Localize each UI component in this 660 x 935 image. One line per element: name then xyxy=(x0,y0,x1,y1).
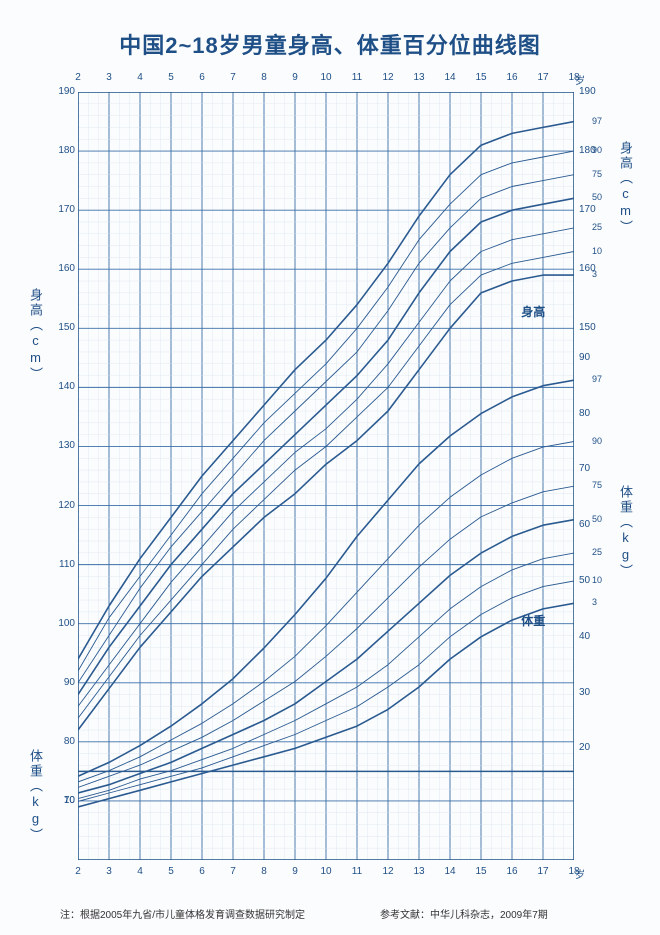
grid xyxy=(78,92,574,860)
cm-tick-left: 100 xyxy=(45,618,75,629)
height-label-p90: 90 xyxy=(592,145,602,155)
cm-tick-left: 110 xyxy=(45,559,75,570)
x-tick-bottom: 14 xyxy=(435,866,465,877)
height-label-p50: 50 xyxy=(592,192,602,202)
height-label-p10: 10 xyxy=(592,246,602,256)
x-tick-top: 14 xyxy=(435,72,465,83)
x-tick-bottom: 17 xyxy=(528,866,558,877)
weight-label-p3: 3 xyxy=(592,597,597,607)
x-tick-bottom: 15 xyxy=(466,866,496,877)
weight-label-p97: 97 xyxy=(592,374,602,384)
x-unit-bottom: 岁 xyxy=(575,866,605,881)
axis-label-height-left: 身高（cm） xyxy=(26,288,45,382)
footnote-source: 注：根据2005年九省/市儿童体格发育调查数据研究制定 xyxy=(60,906,305,921)
cm-tick-left: 190 xyxy=(45,86,75,97)
x-tick-top: 5 xyxy=(156,72,186,83)
x-tick-bottom: 16 xyxy=(497,866,527,877)
height-label-p97: 97 xyxy=(592,116,602,126)
chart-title: 中国2~18岁男童身高、体重百分位曲线图 xyxy=(0,28,660,60)
cm-tick-right: 190 xyxy=(579,86,609,97)
cm-tick-left: 130 xyxy=(45,440,75,451)
x-tick-bottom: 13 xyxy=(404,866,434,877)
x-unit-top: 岁 xyxy=(575,72,605,87)
x-tick-top: 2 xyxy=(63,72,93,83)
growth-chart xyxy=(78,92,574,860)
x-tick-top: 7 xyxy=(218,72,248,83)
kg-tick-right: 40 xyxy=(579,631,609,642)
cm-tick-left: 80 xyxy=(45,736,75,747)
x-tick-bottom: 6 xyxy=(187,866,217,877)
weight-label-p90: 90 xyxy=(592,436,602,446)
x-tick-top: 10 xyxy=(311,72,341,83)
x-tick-top: 6 xyxy=(187,72,217,83)
x-tick-bottom: 12 xyxy=(373,866,403,877)
axis-label-height-right: 身高（cm） xyxy=(616,141,635,235)
x-tick-top: 4 xyxy=(125,72,155,83)
x-tick-top: 11 xyxy=(342,72,372,83)
x-tick-bottom: 11 xyxy=(342,866,372,877)
kg-tick-right: 20 xyxy=(579,742,609,753)
height-label-p3: 3 xyxy=(592,269,597,279)
x-tick-top: 8 xyxy=(249,72,279,83)
x-tick-bottom: 8 xyxy=(249,866,279,877)
x-tick-top: 15 xyxy=(466,72,496,83)
label-height-group: 身高 xyxy=(521,303,545,320)
cm-tick-left: 160 xyxy=(45,263,75,274)
x-tick-bottom: 2 xyxy=(63,866,93,877)
x-tick-bottom: 10 xyxy=(311,866,341,877)
height-label-p25: 25 xyxy=(592,222,602,232)
height-label-p75: 75 xyxy=(592,169,602,179)
kg-tick-right: 70 xyxy=(579,463,609,474)
x-tick-bottom: 3 xyxy=(94,866,124,877)
x-tick-top: 12 xyxy=(373,72,403,83)
page: 中国2~18岁男童身高、体重百分位曲线图 注：根据2005年九省/市儿童体格发育… xyxy=(0,0,660,935)
cm-tick-left: 90 xyxy=(45,677,75,688)
cm-tick-left: 170 xyxy=(45,204,75,215)
cm-tick-left: 120 xyxy=(45,500,75,511)
label-weight-group: 体重 xyxy=(521,612,545,629)
kg-tick-left: 10 xyxy=(45,795,75,806)
weight-label-p25: 25 xyxy=(592,547,602,557)
kg-tick-right: 30 xyxy=(579,687,609,698)
x-tick-bottom: 9 xyxy=(280,866,310,877)
kg-tick-right: 90 xyxy=(579,352,609,363)
cm-tick-right: 170 xyxy=(579,204,609,215)
x-tick-bottom: 5 xyxy=(156,866,186,877)
x-tick-top: 3 xyxy=(94,72,124,83)
x-tick-top: 9 xyxy=(280,72,310,83)
cm-tick-right: 150 xyxy=(579,322,609,333)
weight-label-p50: 50 xyxy=(592,514,602,524)
footnote-reference: 参考文献：中华儿科杂志，2009年7期 xyxy=(380,906,548,921)
axis-label-weight-left: 体重（kg） xyxy=(26,749,45,843)
cm-tick-left: 140 xyxy=(45,381,75,392)
x-tick-top: 17 xyxy=(528,72,558,83)
x-tick-bottom: 7 xyxy=(218,866,248,877)
x-tick-top: 16 xyxy=(497,72,527,83)
axis-label-weight-right: 体重（kg） xyxy=(616,485,635,579)
kg-tick-right: 80 xyxy=(579,408,609,419)
cm-tick-left: 180 xyxy=(45,145,75,156)
cm-tick-left: 150 xyxy=(45,322,75,333)
x-tick-bottom: 4 xyxy=(125,866,155,877)
x-tick-top: 13 xyxy=(404,72,434,83)
weight-label-p10: 10 xyxy=(592,575,602,585)
weight-label-p75: 75 xyxy=(592,480,602,490)
